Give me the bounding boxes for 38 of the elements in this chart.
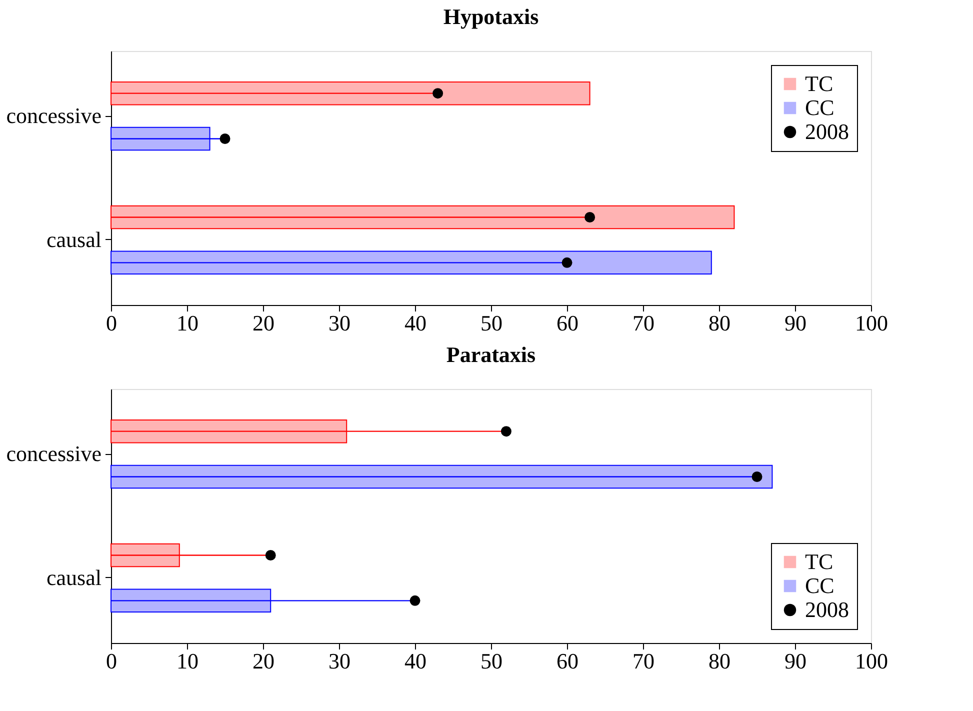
legend-label: TC: [805, 549, 834, 574]
x-tick-label: 30: [328, 310, 350, 336]
x-tick-label: 10: [176, 648, 198, 674]
y-tick-label: concessive: [6, 103, 102, 128]
x-tick-label: 50: [480, 648, 502, 674]
x-tick-label: 20: [252, 310, 274, 336]
x-tick-label: 0: [106, 310, 117, 336]
bar: [110, 81, 590, 106]
bar: [110, 464, 773, 489]
x-tick-label: 100: [855, 648, 888, 674]
bar: [110, 250, 712, 275]
x-tick-label: 70: [632, 310, 654, 336]
x-tick-label: 80: [708, 310, 730, 336]
x-tick-label: 60: [556, 648, 578, 674]
y-tick-label: causal: [46, 564, 102, 590]
legend-label: CC: [805, 95, 834, 120]
legend-label: 2008: [805, 119, 849, 144]
x-tick-label: 50: [480, 310, 502, 336]
y-tick-label: causal: [46, 226, 102, 252]
x-tick-label: 80: [708, 648, 730, 674]
x-tick-label: 40: [404, 648, 426, 674]
x-tick-label: 0: [106, 648, 117, 674]
x-tick-label: 40: [404, 310, 426, 336]
x-tick-label: 10: [176, 310, 198, 336]
x-tick-label: 90: [784, 648, 806, 674]
x-tick-label: 70: [632, 648, 654, 674]
x-tick-label: 20: [252, 648, 274, 674]
y-tick-label: concessive: [6, 441, 102, 466]
chart-title: Hypotaxis: [443, 4, 540, 29]
x-tick-label: 60: [556, 310, 578, 336]
legend-label: CC: [805, 573, 834, 598]
legend-label: TC: [805, 71, 834, 96]
chart-title: Parataxis: [446, 342, 536, 367]
x-tick-label: 30: [328, 648, 350, 674]
legend-label: 2008: [805, 597, 849, 622]
bar: [110, 205, 735, 230]
x-tick-label: 90: [784, 310, 806, 336]
x-tick-label: 100: [855, 310, 888, 336]
